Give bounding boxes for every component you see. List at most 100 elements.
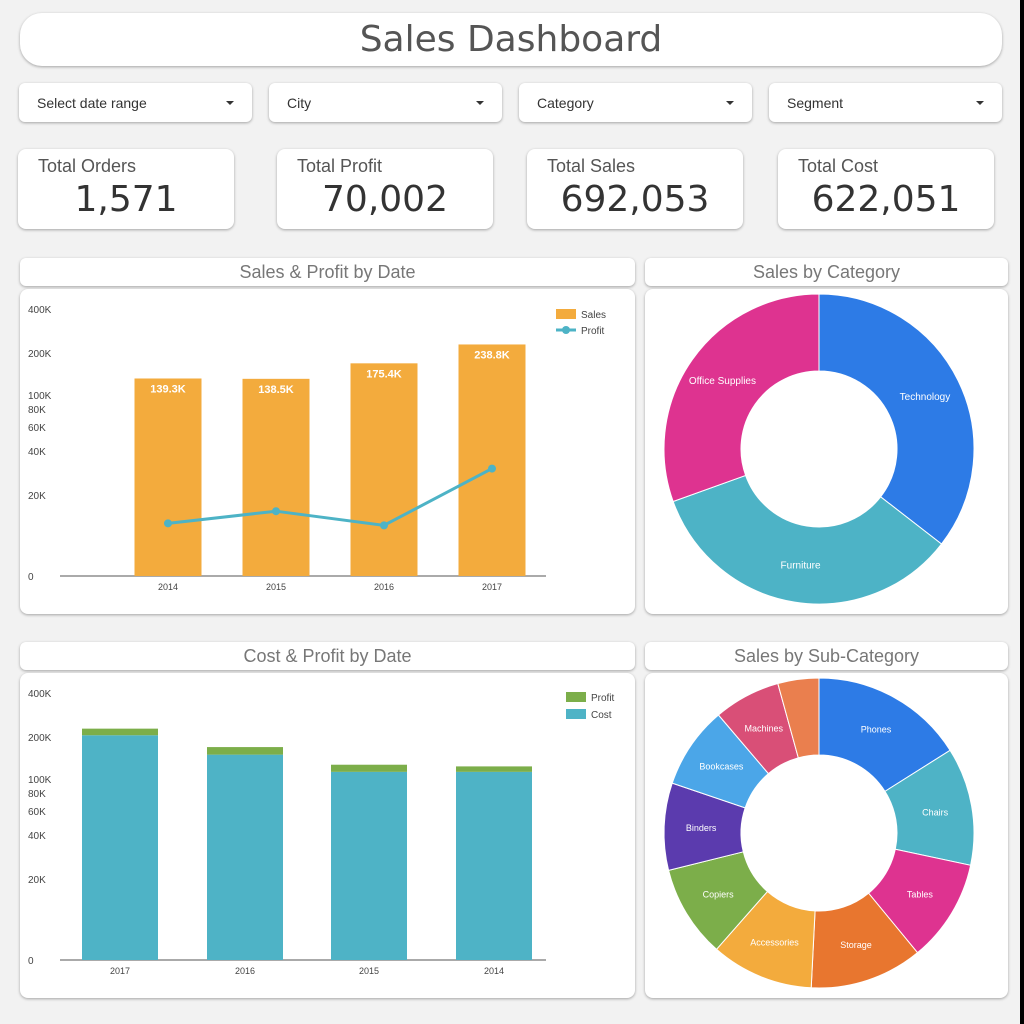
y-tick-label: 100K <box>28 775 52 786</box>
donut-slice <box>672 474 943 605</box>
profit-line <box>167 467 493 527</box>
legend-swatch-sales <box>556 309 576 319</box>
slice-label: Tables <box>907 889 934 899</box>
cost-bar <box>207 754 283 960</box>
chart-title: Cost & Profit by Date <box>243 645 412 666</box>
bar-value-label: 238.8K <box>474 349 510 361</box>
y-tick-label: 40K <box>28 447 46 458</box>
y-tick-label: 200K <box>28 733 52 744</box>
sales-subcategory-card: Phones Chairs Tables Storage Accessories Copi… <box>645 673 1008 998</box>
y-tick-label: 20K <box>28 875 46 886</box>
segment-filter[interactable]: Segment <box>769 83 1002 122</box>
city-filter[interactable]: City <box>269 83 502 122</box>
x-tick-label: 2016 <box>374 582 394 592</box>
slice-label: Technology <box>900 392 951 403</box>
y-tick-label: 60K <box>28 423 46 434</box>
profit-point <box>380 521 388 530</box>
sales-profit-chart: 400K 200K 100K 80K 60K 40K 20K 0 139.3K 2014 138.5… <box>28 305 606 592</box>
chart-title: Sales & Profit by Date <box>239 261 416 282</box>
bar-value-label: 139.3K <box>150 383 186 395</box>
category-filter[interactable]: Category <box>519 83 752 122</box>
x-tick-label: 2017 <box>482 582 502 592</box>
slice-label: Binders <box>686 823 717 833</box>
y-tick-label: 200K <box>28 349 52 360</box>
slice-label: Chairs <box>922 807 949 817</box>
legend-swatch-profit <box>566 692 586 702</box>
legend-label-sales: Sales <box>581 310 606 321</box>
filter-label: Select date range <box>37 94 147 111</box>
y-tick-label: 40K <box>28 831 46 842</box>
donut-slice <box>663 293 820 503</box>
y-tick-label: 20K <box>28 491 46 502</box>
legend-label-profit: Profit <box>581 326 605 337</box>
legend-label-profit: Profit <box>591 693 615 704</box>
slice-label: Copiers <box>703 889 735 899</box>
legend-swatch-cost <box>566 709 586 719</box>
legend-marker-profit <box>562 326 570 334</box>
y-tick-label: 400K <box>28 305 52 316</box>
sales-bar <box>350 363 418 576</box>
sales-category-header: Sales by Category <box>645 258 1008 286</box>
sales-subcategory-header: Sales by Sub-Category <box>645 642 1008 670</box>
kpi-label: Total Cost <box>798 156 879 176</box>
profit-bar <box>331 764 407 772</box>
kpi-label: Total Sales <box>547 156 636 176</box>
caret-down-icon <box>476 100 484 105</box>
profit-point <box>488 464 496 473</box>
y-tick-label: 80K <box>28 789 46 800</box>
kpi-total-orders: Total Orders 1,571 <box>18 149 234 229</box>
y-tick-label: 60K <box>28 807 46 818</box>
sales-profit-card: 400K 200K 100K 80K 60K 40K 20K 0 139.3K 2014 138.5… <box>20 289 635 614</box>
kpi-total-cost: Total Cost 622,051 <box>778 149 994 229</box>
x-tick-label: 2015 <box>359 966 379 976</box>
caret-down-icon <box>726 100 734 105</box>
kpi-label: Total Orders <box>38 156 137 176</box>
sales-category-card: Technology Furniture Office Supplies <box>645 289 1008 614</box>
bar-value-label: 138.5K <box>258 384 294 396</box>
page-title: Sales Dashboard <box>359 19 663 60</box>
caret-down-icon <box>976 100 984 105</box>
y-tick-label: 400K <box>28 689 52 700</box>
slice-label: Bookcases <box>699 762 744 772</box>
filter-label: Category <box>537 94 594 111</box>
profit-bar <box>207 747 283 755</box>
x-tick-label: 2017 <box>110 966 130 976</box>
y-tick-label: 0 <box>28 956 34 967</box>
y-tick-label: 100K <box>28 391 52 402</box>
profit-bar <box>456 766 532 772</box>
filter-label: City <box>287 94 312 111</box>
x-tick-label: 2016 <box>235 966 255 976</box>
x-tick-label: 2014 <box>158 582 178 592</box>
title-banner: Sales Dashboard <box>20 13 1002 66</box>
sales-bar <box>458 344 526 576</box>
cost-bar <box>456 771 532 960</box>
kpi-value: 692,053 <box>560 179 710 220</box>
slice-label: Furniture <box>781 561 821 572</box>
kpi-total-sales: Total Sales 692,053 <box>527 149 743 229</box>
kpi-value: 622,051 <box>811 179 961 220</box>
x-tick-label: 2015 <box>266 582 286 592</box>
cost-bar <box>82 735 158 960</box>
slice-label: Office Supplies <box>689 376 756 387</box>
slice-label: Accessories <box>750 937 799 947</box>
cost-bar <box>331 771 407 960</box>
donut-slice <box>818 677 951 793</box>
chart-title: Sales by Sub-Category <box>733 645 920 666</box>
slice-label: Phones <box>861 725 892 735</box>
sales-subcategory-chart: Phones Chairs Tables Storage Accessories Copi… <box>663 677 975 989</box>
sales-bar <box>242 378 310 576</box>
slice-label: Storage <box>840 940 872 950</box>
filter-label: Segment <box>787 94 844 111</box>
sales-profit-header: Sales & Profit by Date <box>20 258 635 286</box>
kpi-label: Total Profit <box>297 156 383 176</box>
cost-profit-chart: 400K 200K 100K 80K 60K 40K 20K 0 2017 2016 2015 201… <box>28 689 615 976</box>
x-tick-label: 2014 <box>484 966 504 976</box>
profit-point <box>272 507 280 516</box>
date-range-filter[interactable]: Select date range <box>19 83 252 122</box>
kpi-value: 1,571 <box>74 179 178 220</box>
bar-value-label: 175.4K <box>366 368 402 380</box>
kpi-value: 70,002 <box>322 179 448 220</box>
profit-point <box>164 519 172 528</box>
y-tick-label: 80K <box>28 405 46 416</box>
